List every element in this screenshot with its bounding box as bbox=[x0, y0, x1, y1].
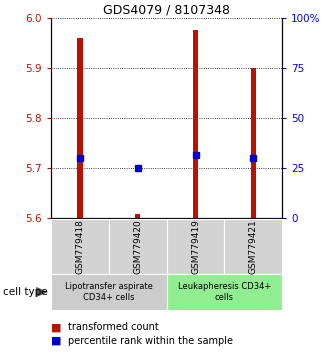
Text: ■: ■ bbox=[51, 336, 62, 346]
Text: GSM779420: GSM779420 bbox=[133, 219, 142, 274]
Text: GSM779419: GSM779419 bbox=[191, 219, 200, 274]
Bar bbox=[193, 30, 198, 218]
Bar bbox=[135, 214, 140, 218]
Text: GSM779418: GSM779418 bbox=[76, 219, 84, 274]
Text: cell type: cell type bbox=[3, 287, 48, 297]
Text: Lipotransfer aspirate
CD34+ cells: Lipotransfer aspirate CD34+ cells bbox=[65, 282, 153, 302]
Text: percentile rank within the sample: percentile rank within the sample bbox=[68, 336, 233, 346]
Text: Leukapheresis CD34+
cells: Leukapheresis CD34+ cells bbox=[178, 282, 271, 302]
Text: ■: ■ bbox=[51, 322, 62, 332]
Text: GSM779421: GSM779421 bbox=[249, 219, 258, 274]
Title: GDS4079 / 8107348: GDS4079 / 8107348 bbox=[103, 4, 230, 17]
Polygon shape bbox=[36, 287, 48, 297]
Bar bbox=[78, 38, 82, 218]
Text: transformed count: transformed count bbox=[68, 322, 158, 332]
Bar bbox=[251, 68, 256, 218]
